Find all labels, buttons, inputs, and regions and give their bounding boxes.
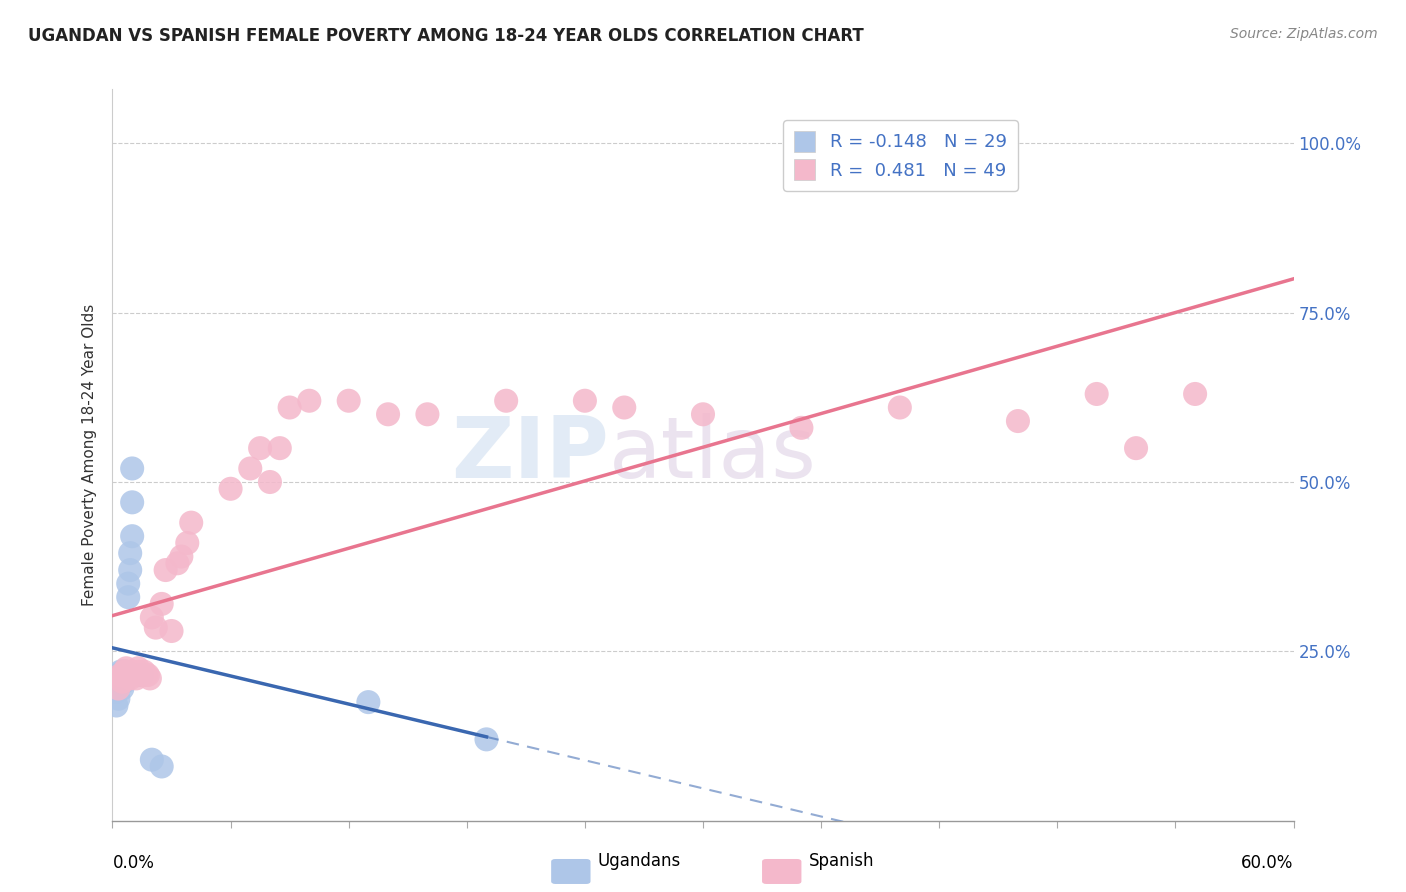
Point xyxy=(111,681,134,696)
Point xyxy=(115,665,138,679)
Point xyxy=(111,674,134,689)
Point xyxy=(121,665,143,679)
Point xyxy=(115,672,138,686)
Point xyxy=(112,668,135,682)
Point xyxy=(111,672,134,686)
Point xyxy=(131,668,153,682)
Point xyxy=(105,685,128,699)
Text: Source: ZipAtlas.com: Source: ZipAtlas.com xyxy=(1230,27,1378,41)
Point xyxy=(219,482,242,496)
Point xyxy=(574,393,596,408)
Legend: R = -0.148   N = 29, R =  0.481   N = 49: R = -0.148 N = 29, R = 0.481 N = 49 xyxy=(783,120,1018,191)
Point xyxy=(141,610,163,624)
Text: 60.0%: 60.0% xyxy=(1241,854,1294,871)
Point xyxy=(121,529,143,543)
Point xyxy=(132,665,155,679)
Point xyxy=(110,668,132,682)
Point xyxy=(110,672,132,686)
Point xyxy=(139,672,162,686)
Point xyxy=(269,441,291,455)
Point xyxy=(239,461,262,475)
Point xyxy=(136,668,159,682)
Point xyxy=(107,678,129,692)
Point xyxy=(613,401,636,415)
Point xyxy=(107,691,129,706)
Point xyxy=(117,590,139,604)
Point xyxy=(1085,387,1108,401)
Point xyxy=(112,674,135,689)
Point xyxy=(127,661,149,675)
Point xyxy=(115,665,138,679)
Point xyxy=(117,576,139,591)
Point xyxy=(259,475,281,489)
Point xyxy=(337,393,360,408)
Point xyxy=(112,665,135,679)
Point xyxy=(278,401,301,415)
Point xyxy=(112,665,135,679)
Y-axis label: Female Poverty Among 18-24 Year Olds: Female Poverty Among 18-24 Year Olds xyxy=(82,304,97,606)
Point xyxy=(120,546,142,560)
Text: 0.0%: 0.0% xyxy=(112,854,155,871)
Point xyxy=(1125,441,1147,455)
Point xyxy=(121,668,143,682)
Point xyxy=(298,393,321,408)
Point xyxy=(111,668,134,682)
Point xyxy=(249,441,271,455)
Point xyxy=(135,668,157,682)
Point xyxy=(495,393,517,408)
Text: atlas: atlas xyxy=(609,413,817,497)
Point xyxy=(110,678,132,692)
Point xyxy=(377,407,399,421)
Point xyxy=(170,549,193,564)
Text: UGANDAN VS SPANISH FEMALE POVERTY AMONG 18-24 YEAR OLDS CORRELATION CHART: UGANDAN VS SPANISH FEMALE POVERTY AMONG … xyxy=(28,27,863,45)
Point xyxy=(155,563,177,577)
Point xyxy=(160,624,183,638)
Point xyxy=(120,563,142,577)
Point xyxy=(107,681,129,696)
Point xyxy=(115,661,138,675)
Point xyxy=(125,672,148,686)
Point xyxy=(127,665,149,679)
Point xyxy=(141,753,163,767)
Point xyxy=(475,732,498,747)
Point xyxy=(111,665,134,679)
Text: ZIP: ZIP xyxy=(451,413,609,497)
Point xyxy=(889,401,911,415)
Point xyxy=(416,407,439,421)
Point xyxy=(150,597,173,611)
Text: Ugandans: Ugandans xyxy=(598,852,681,870)
Point xyxy=(127,668,149,682)
Point xyxy=(692,407,714,421)
Point xyxy=(121,461,143,475)
Point xyxy=(1007,414,1029,428)
Point xyxy=(122,668,145,682)
Point xyxy=(120,672,142,686)
Point xyxy=(180,516,202,530)
Point xyxy=(121,495,143,509)
Point xyxy=(166,556,188,570)
Point xyxy=(131,668,153,682)
Point xyxy=(176,536,198,550)
Point xyxy=(110,665,132,679)
Point xyxy=(145,621,167,635)
Point xyxy=(1184,387,1206,401)
Text: Spanish: Spanish xyxy=(808,852,875,870)
Point xyxy=(150,759,173,773)
Point xyxy=(115,668,138,682)
Point xyxy=(357,695,380,709)
Point xyxy=(117,668,139,682)
Point xyxy=(790,421,813,435)
Point xyxy=(105,698,128,713)
